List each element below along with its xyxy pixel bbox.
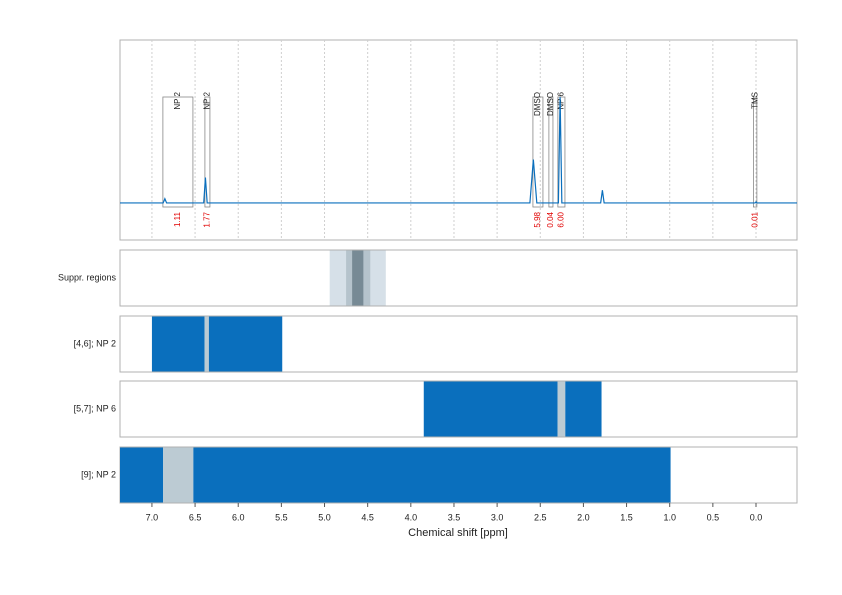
track-segment [557, 381, 566, 437]
annotation-label: DMSO [533, 92, 542, 116]
track-label: [4,6]; NP 2 [74, 338, 116, 348]
track-segment [120, 447, 164, 503]
integral-label: 6.00 [557, 211, 566, 227]
track-segment [151, 316, 205, 372]
annotation-label: NP 2 [173, 91, 182, 109]
x-tick-label: 1.5 [620, 512, 633, 522]
x-tick-label: 4.0 [405, 512, 418, 522]
x-tick-label: 4.5 [361, 512, 374, 522]
track-label: [9]; NP 2 [81, 469, 116, 479]
track-segment [163, 447, 194, 503]
x-tick-label: 0.0 [750, 512, 763, 522]
x-tick-label: 3.5 [448, 512, 461, 522]
annotation-box [204, 96, 211, 208]
x-tick-label: 0.5 [707, 512, 720, 522]
annotation-label: DMSO [546, 92, 555, 116]
x-axis-label: Chemical shift [ppm] [408, 527, 508, 539]
integral-label: 1.11 [173, 211, 182, 227]
x-tick-label: 2.5 [534, 512, 547, 522]
track-panel [119, 249, 798, 307]
track-label: [5,7]; NP 6 [74, 403, 116, 413]
track-label: Suppr. regions [58, 272, 117, 282]
integral-label: 0.01 [750, 211, 759, 227]
integral-label: 1.77 [203, 211, 212, 227]
annotation-box [753, 96, 758, 208]
x-tick-label: 7.0 [146, 512, 159, 522]
annotation-label: TMS [750, 92, 759, 109]
annotation-label: NP 6 [557, 91, 566, 109]
annotation-box [532, 96, 544, 208]
x-tick-label: 6.5 [189, 512, 202, 522]
annotation-box [162, 96, 194, 208]
integral-label: 5.98 [533, 211, 542, 227]
x-tick-label: 3.0 [491, 512, 504, 522]
x-tick-label: 5.0 [318, 512, 331, 522]
track-segment [352, 250, 364, 306]
track-segment [193, 447, 671, 503]
x-tick-label: 1.0 [663, 512, 676, 522]
annotation-box [548, 96, 554, 208]
annotation-label: NP 2 [203, 91, 212, 109]
x-tick-label: 5.5 [275, 512, 288, 522]
track-segment [204, 316, 209, 372]
spectrum-line [120, 97, 797, 204]
x-tick-label: 6.0 [232, 512, 245, 522]
track-segment [208, 316, 283, 372]
spectrum-panel [119, 39, 798, 241]
track-segment [565, 381, 602, 437]
x-tick-label: 2.0 [577, 512, 590, 522]
track-segment [423, 381, 558, 437]
integral-label: 0.04 [546, 211, 555, 227]
annotation-box [557, 96, 566, 208]
